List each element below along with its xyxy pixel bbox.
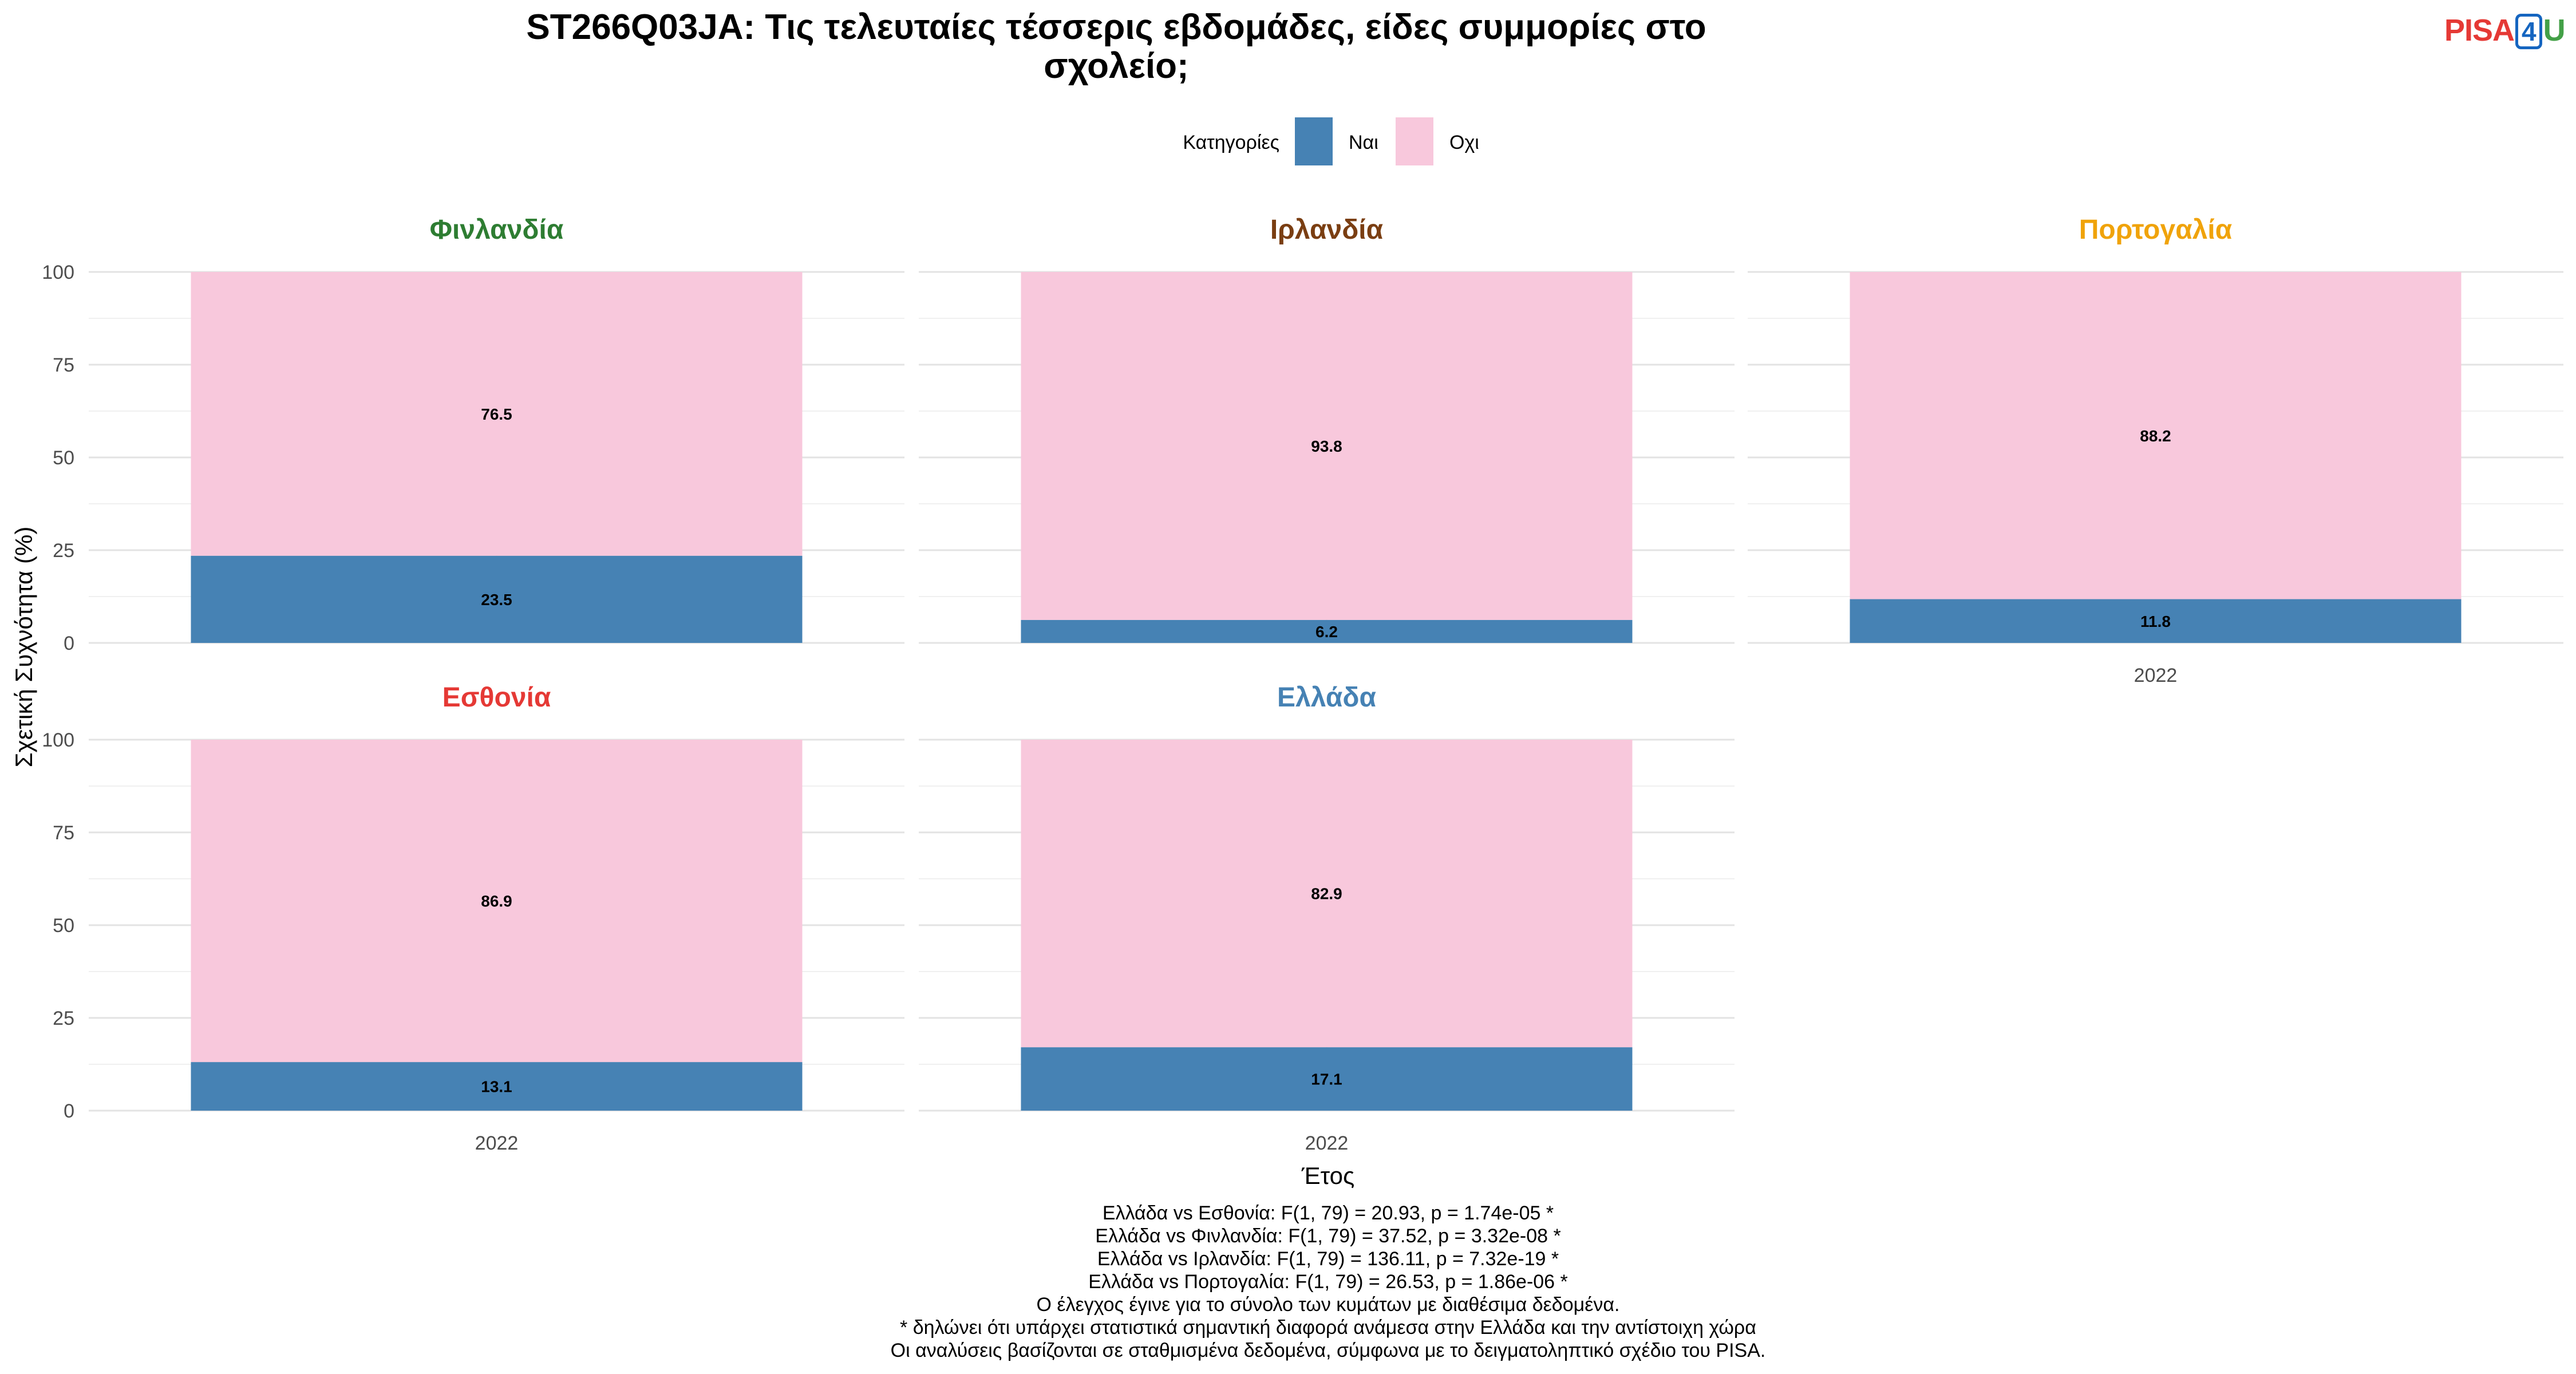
legend-label-2: Οχι <box>1449 132 1479 153</box>
legend-swatch-2 <box>1396 117 1433 165</box>
panel-1-title: Φινλανδία <box>430 215 564 245</box>
caption-line-1: Ελλάδα vs Εσθονία: F(1, 79) = 20.93, p =… <box>1103 1202 1554 1224</box>
panel-4-ytick-100: 100 <box>42 729 74 751</box>
panel-5-bar-ναι <box>1021 1047 1633 1111</box>
y-axis-title: Σχετική Συχνότητα (%) <box>10 527 37 768</box>
panel-4-label-ναι: 13.1 <box>481 1078 512 1096</box>
caption-line-2: Ελλάδα vs Φινλανδία: F(1, 79) = 37.52, p… <box>1095 1225 1560 1247</box>
panel-4-xtick: 2022 <box>475 1132 519 1154</box>
panel-1-bar-ναι <box>191 555 803 643</box>
panel-1-label-ναι: 23.5 <box>481 591 512 609</box>
panel-2-bar-οχι <box>1021 272 1633 620</box>
panel-4-ytick-25: 25 <box>53 1008 74 1029</box>
panel-3-bar-οχι <box>1850 272 2462 599</box>
panel-4-ytick-50: 50 <box>53 915 74 937</box>
panel-1-ytick-25: 25 <box>53 540 74 562</box>
panel-3-xtick: 2022 <box>2134 665 2178 686</box>
caption-line-3: Ελλάδα vs Ιρλανδία: F(1, 79) = 136.11, p… <box>1097 1248 1559 1270</box>
panel-2-label-οχι: 93.8 <box>1311 437 1342 455</box>
chart-title-line-2: σχολείο; <box>1044 46 1188 86</box>
panel-2-title: Ιρλανδία <box>1270 215 1384 245</box>
panel-5-xtick: 2022 <box>1305 1132 1349 1154</box>
pisa4u-logo: PISA 4 U <box>2444 13 2566 49</box>
panel-5-label-ναι: 17.1 <box>1311 1071 1342 1088</box>
panel-4-label-οχι: 86.9 <box>481 893 512 910</box>
panel-2-label-ναι: 6.2 <box>1315 623 1338 641</box>
legend-title: Κατηγορίες <box>1183 132 1279 153</box>
panel-1-ytick-0: 0 <box>64 633 74 654</box>
panel-4-title: Εσθονία <box>442 682 551 713</box>
legend-swatch-1 <box>1295 117 1333 165</box>
panel-1-ytick-75: 75 <box>53 354 74 376</box>
legend-label-1: Ναι <box>1349 132 1378 153</box>
chart-title-line-1: ST266Q03JA: Τις τελευταίες τέσσερις εβδο… <box>526 7 1706 47</box>
panel-2-bar-ναι <box>1021 619 1633 643</box>
x-axis-title: Έτος <box>1301 1162 1355 1189</box>
panel-5-bar-οχι <box>1021 740 1633 1048</box>
caption-line-4: Ελλάδα vs Πορτογαλία: F(1, 79) = 26.53, … <box>1088 1271 1568 1293</box>
panel-3-label-οχι: 88.2 <box>2140 427 2171 445</box>
caption-line-7: Οι αναλύσεις βασίζονται σε σταθμισμένα δ… <box>891 1340 1766 1361</box>
panel-5-label-οχι: 82.9 <box>1311 885 1342 903</box>
caption-line-5: Ο έλεγχος έγινε για το σύνολο των κυμάτω… <box>1037 1294 1620 1316</box>
panel-4-ytick-75: 75 <box>53 822 74 844</box>
panel-1-ytick-50: 50 <box>53 447 74 469</box>
panel-3-label-ναι: 11.8 <box>2140 613 2171 630</box>
panel-1-ytick-100: 100 <box>42 262 74 283</box>
panel-1-bar-οχι <box>191 272 803 556</box>
caption-line-6: * δηλώνει ότι υπάρχει στατιστικά σημαντι… <box>900 1317 1756 1339</box>
panel-1-label-οχι: 76.5 <box>481 405 512 423</box>
panel-3-title: Πορτογαλία <box>2079 215 2233 245</box>
panel-3-bar-ναι <box>1850 599 2462 643</box>
panel-5-title: Ελλάδα <box>1277 682 1376 713</box>
panel-4-bar-ναι <box>191 1062 803 1111</box>
panel-4-bar-οχι <box>191 740 803 1063</box>
panel-4-ytick-0: 0 <box>64 1100 74 1122</box>
